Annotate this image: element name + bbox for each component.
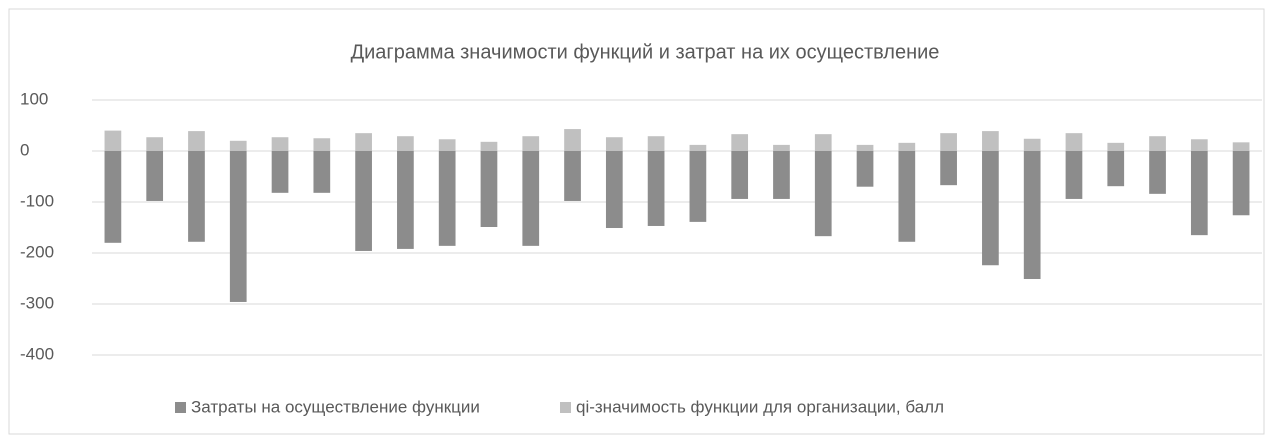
bar <box>1107 142 1125 151</box>
bar <box>898 151 916 242</box>
y-tick-label: -100 <box>20 191 54 210</box>
y-tick-label: -300 <box>20 293 54 312</box>
legend-label: Затраты на осуществление функции <box>191 397 480 416</box>
bar <box>1149 151 1166 194</box>
bar <box>1149 136 1166 151</box>
bar <box>689 144 707 151</box>
bar <box>522 136 540 151</box>
bar <box>146 137 164 151</box>
bar <box>104 130 122 151</box>
bar <box>1023 138 1041 151</box>
bar <box>773 151 790 199</box>
y-tick-label: 100 <box>20 89 48 108</box>
bar <box>1065 151 1083 199</box>
chart-border <box>8 8 1265 435</box>
bar <box>146 151 164 201</box>
bar <box>647 151 665 226</box>
bar <box>229 151 247 302</box>
bar <box>814 151 832 237</box>
bar <box>438 151 456 246</box>
bar <box>1190 151 1208 236</box>
legend-swatch <box>175 402 186 413</box>
bar <box>355 151 372 251</box>
bar <box>982 151 999 266</box>
bar <box>480 141 498 151</box>
bar <box>229 140 247 151</box>
legend-label: qi-значимость функции для организации, б… <box>576 397 944 416</box>
chart-title: Диаграмма значимости функций и затрат на… <box>351 41 940 63</box>
bar <box>522 151 540 246</box>
bar <box>271 137 289 151</box>
bar <box>605 137 623 151</box>
bar <box>1023 151 1041 280</box>
bar <box>188 131 205 151</box>
bar <box>856 144 874 151</box>
y-tick-label: 0 <box>20 140 29 159</box>
bar <box>605 151 623 229</box>
bar <box>731 151 749 199</box>
y-tick-label: -400 <box>20 344 54 363</box>
bar <box>1232 142 1250 151</box>
y-tick-label: -200 <box>20 242 54 261</box>
bar <box>647 136 665 151</box>
bar <box>982 131 999 151</box>
bar <box>856 151 874 187</box>
bar <box>898 142 916 151</box>
bar <box>1107 151 1125 187</box>
bar <box>564 151 581 201</box>
bar <box>1065 133 1083 151</box>
bar <box>438 139 456 151</box>
bar <box>731 134 749 151</box>
bar <box>814 134 832 151</box>
bar <box>188 151 205 242</box>
bar <box>1232 151 1250 216</box>
bar <box>1190 139 1208 151</box>
bar <box>773 144 790 151</box>
legend-swatch <box>560 402 571 413</box>
bar <box>940 133 957 151</box>
bar <box>313 151 331 193</box>
bar <box>689 151 707 222</box>
bar <box>271 151 289 193</box>
bar <box>397 151 414 249</box>
bar <box>564 129 581 151</box>
bar <box>940 151 957 186</box>
bar <box>480 151 498 227</box>
bar <box>355 133 372 151</box>
bar <box>397 136 414 151</box>
bar <box>104 151 122 243</box>
bar <box>313 138 331 151</box>
